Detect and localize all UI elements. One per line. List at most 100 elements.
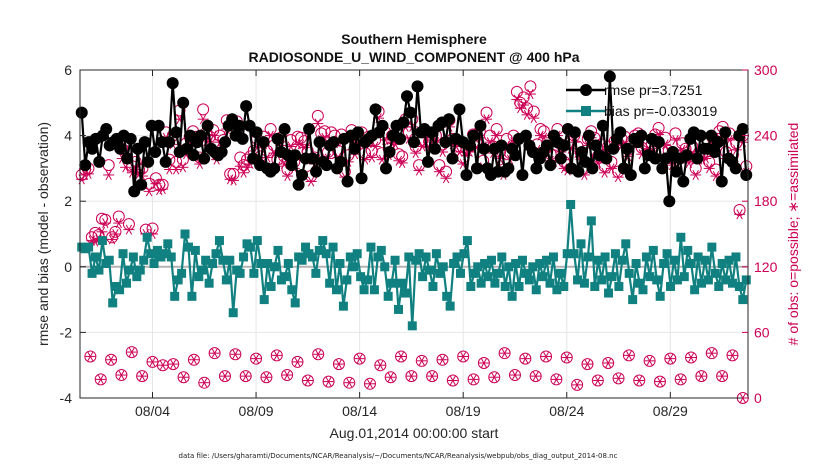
- lower-count-asterisk-stroke: [273, 350, 280, 360]
- lower-count-asterisk-stroke: [118, 370, 125, 380]
- assimilated-obs-marker: [143, 186, 155, 197]
- bias-marker: [342, 275, 352, 285]
- assimilated-obs-marker-stroke: [172, 164, 180, 175]
- rmse-marker: [544, 159, 557, 172]
- assimilated-obs-marker-stroke: [210, 130, 217, 141]
- bias-marker: [514, 281, 524, 291]
- assimilated-obs-marker-stroke: [152, 178, 160, 189]
- y-tick-label-left: -4: [60, 390, 73, 406]
- legend-rmse-marker: [580, 84, 592, 96]
- assimilated-obs-marker: [410, 148, 422, 159]
- lower-count-asterisk-stroke: [294, 357, 301, 367]
- lower-count-asterisk-stroke: [304, 375, 311, 386]
- rmse-marker: [159, 155, 172, 168]
- assimilated-obs-marker-stroke: [199, 114, 207, 125]
- bias-marker: [666, 281, 676, 291]
- lower-count-circle: [94, 373, 107, 386]
- lower-count-circle: [477, 357, 490, 370]
- lower-count-asterisk-stroke: [387, 372, 394, 382]
- bias-marker: [214, 236, 224, 246]
- assimilated-obs-marker: [228, 175, 240, 186]
- assimilated-obs-marker: [734, 209, 746, 220]
- bias-marker: [628, 295, 638, 305]
- rmse-marker: [624, 168, 637, 181]
- lower-count-circle: [695, 370, 708, 383]
- bias-marker: [256, 259, 266, 269]
- bias-marker: [352, 249, 362, 259]
- lower-count-asterisk: [416, 356, 427, 366]
- lower-count-asterisk-stroke: [97, 374, 104, 384]
- rmse-marker: [394, 132, 407, 145]
- rmse-marker: [446, 152, 459, 165]
- bias-marker: [387, 278, 397, 288]
- bias-marker: [239, 252, 249, 262]
- bias-marker: [414, 249, 424, 259]
- lower-count-circle: [488, 371, 501, 384]
- rmse-marker: [411, 80, 424, 93]
- lower-count-asterisk: [354, 354, 365, 364]
- lower-count-circle: [591, 374, 604, 387]
- bias-marker: [404, 252, 414, 262]
- bias-marker: [700, 255, 710, 265]
- bias-marker: [455, 268, 465, 278]
- rmse-marker: [341, 175, 354, 188]
- rmse-marker: [348, 142, 361, 155]
- lower-count-asterisk: [137, 371, 148, 381]
- possible-obs-marker: [109, 225, 122, 238]
- bias-marker: [469, 268, 479, 278]
- lower-count-asterisk: [126, 347, 137, 357]
- rmse-marker: [198, 152, 211, 165]
- lower-count-asterisk-stroke: [325, 377, 332, 387]
- lower-count-asterisk-stroke: [367, 379, 373, 389]
- rmse-marker: [540, 139, 553, 152]
- bias-marker: [462, 236, 472, 246]
- bias-marker: [177, 268, 187, 278]
- bias-marker: [635, 278, 645, 288]
- rmse-marker: [670, 165, 683, 178]
- lower-count-asterisk: [447, 375, 458, 386]
- bias-marker: [325, 278, 335, 288]
- lower-count-circle: [343, 376, 356, 389]
- rmse-marker: [194, 129, 207, 142]
- rmse-marker: [177, 96, 190, 109]
- bias-marker: [321, 249, 331, 259]
- lower-count-asterisk-stroke: [139, 371, 146, 381]
- bias-marker: [590, 281, 600, 291]
- possible-obs-marker: [311, 109, 324, 122]
- rmse-marker: [603, 70, 616, 83]
- left-y-axis-label: rmse and bias (model - observation): [35, 122, 51, 346]
- lower-count-asterisk-stroke: [708, 348, 715, 358]
- assimilated-obs-marker-stroke: [91, 236, 99, 247]
- rmse-marker: [652, 136, 665, 149]
- y-tick-label-right: 0: [754, 390, 762, 406]
- rmse-marker: [729, 162, 742, 175]
- possible-obs-marker: [652, 121, 665, 134]
- lower-count-circle: [571, 378, 584, 391]
- rmse-marker: [638, 162, 651, 175]
- lower-count-circle: [322, 375, 335, 388]
- rmse-marker: [75, 106, 88, 119]
- assimilated-obs-marker-stroke: [412, 148, 419, 159]
- rmse-marker: [135, 178, 148, 191]
- assimilated-obs-marker: [123, 224, 135, 235]
- rmse-marker: [635, 129, 648, 142]
- lower-count-circle: [519, 352, 532, 365]
- lower-count-circle: [125, 346, 138, 359]
- lower-count-asterisk: [696, 371, 707, 381]
- bias-marker: [459, 249, 469, 259]
- rmse-marker: [453, 103, 466, 116]
- lower-count-asterisk: [178, 372, 189, 382]
- rmse-marker: [596, 119, 609, 132]
- bias-marker: [204, 278, 214, 288]
- lower-count-asterisk: [188, 355, 199, 365]
- lower-count-asterisk: [592, 375, 603, 386]
- bias-marker: [610, 249, 620, 259]
- rmse-marker: [614, 126, 627, 139]
- lower-count-asterisk: [147, 357, 158, 367]
- bias-marker: [146, 249, 156, 259]
- assimilated-obs-marker-stroke: [368, 152, 376, 163]
- bias-marker: [366, 242, 376, 252]
- bias-marker: [235, 268, 245, 278]
- bias-marker: [703, 275, 713, 285]
